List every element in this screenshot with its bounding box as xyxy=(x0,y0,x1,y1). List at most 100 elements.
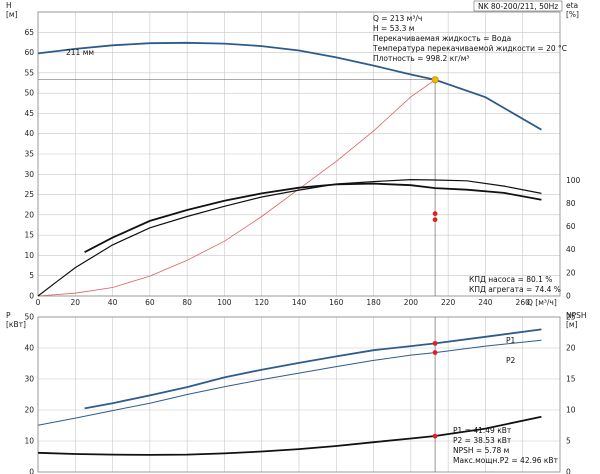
info-h: H = 53.3 м xyxy=(373,24,414,33)
top-y-right-tick-label: 0 xyxy=(566,292,571,301)
power-marker xyxy=(432,340,438,346)
title-box: NK 80-200/211, 50Hz xyxy=(473,0,563,12)
top-y-tick-label: 15 xyxy=(24,231,34,240)
top-x-tick-label: 120 xyxy=(255,298,270,307)
top-y-tick-label: 60 xyxy=(24,48,34,57)
info-p1: P1 = 41.49 кВт xyxy=(453,426,512,435)
top-x-tick-label: 0 xyxy=(36,298,41,307)
bottom-y-tick-label: 30 xyxy=(24,375,34,384)
info-eta-pump: КПД насоса = 80.1 % xyxy=(469,275,552,284)
top-x-tick-label: 200 xyxy=(404,298,419,307)
top-y-tick-label: 65 xyxy=(24,28,34,37)
info-p2: P2 = 38.53 кВт xyxy=(453,436,512,445)
top-y-right-tick-label: 100 xyxy=(566,176,581,185)
top-x-tick-label: 100 xyxy=(217,298,232,307)
top-x-tick-label: 240 xyxy=(478,298,493,307)
top-y-tick-label: 20 xyxy=(24,210,34,219)
p1-curve xyxy=(84,328,542,410)
bottom-y-right-tick-label: 15 xyxy=(566,375,576,384)
operating-info-block: Q = 213 м³/ч H = 53.3 м Перекачиваемая ж… xyxy=(372,14,567,63)
top-grid xyxy=(37,11,560,297)
top-y-tick-label: 45 xyxy=(24,109,34,118)
top-y-tick-label: 40 xyxy=(24,129,34,138)
bottom-y-right-tick-label: 5 xyxy=(566,437,571,446)
title-box-frame xyxy=(473,0,563,12)
top-y-tick-label: 10 xyxy=(24,251,34,260)
p1-series-label: P1 xyxy=(506,336,516,345)
top-y-right-tick-label: 60 xyxy=(566,222,576,231)
top-x-tick-label: 160 xyxy=(329,298,344,307)
eta-aggregate-curve xyxy=(84,182,542,253)
y-left-label-bottom-1: P xyxy=(6,311,11,320)
power-info-block: P1 = 41.49 кВт P2 = 38.53 кВт NPSH = 5.7… xyxy=(453,426,559,465)
top-y-tick-label: 55 xyxy=(24,68,34,77)
top-plot-frame xyxy=(37,11,561,297)
bottom-y-right-tick-label: 25 xyxy=(566,313,576,322)
y-left-label-top-2: [м] xyxy=(6,10,18,19)
power-marker xyxy=(432,350,438,355)
head-curve xyxy=(37,41,542,131)
top-y-right-tick-label: 40 xyxy=(566,245,576,254)
y-left-label-bottom-2: [кВт] xyxy=(6,320,26,329)
bottom-y-ticks-right: 0 5 10 15 20 25 xyxy=(566,313,576,474)
top-x-tick-label: 60 xyxy=(145,298,155,307)
y-right-label-bottom-1: NPSH xyxy=(566,311,587,320)
info-eta-aggregate: КПД агрегата = 74.4 % xyxy=(469,285,561,294)
top-y-tick-label: 50 xyxy=(24,89,34,98)
bottom-y-tick-label: 10 xyxy=(24,437,34,446)
top-y-ticks-right: 0 20 40 60 80 100 xyxy=(566,176,581,301)
top-x-tick-label: 260 xyxy=(516,298,531,307)
operating-point-marker xyxy=(431,76,439,84)
bottom-y-tick-label: 50 xyxy=(24,313,34,322)
bottom-y-tick-label: 20 xyxy=(24,406,34,415)
top-y-right-tick-label: 20 xyxy=(566,268,576,277)
bottom-y-tick-label: 40 xyxy=(24,344,34,353)
top-x-tick-label: 80 xyxy=(182,298,192,307)
efficiency-info-block: КПД насоса = 80.1 % КПД агрегата = 74.4 … xyxy=(469,275,561,294)
bottom-y-tick-label: 0 xyxy=(29,468,34,474)
efficiency-marker xyxy=(432,211,438,217)
pump-model-title: NK 80-200/211, 50Hz xyxy=(478,2,558,11)
top-x-ticks: 0 20 40 60 80 100 120 140 160 180 200 220 240 260 xyxy=(36,298,530,307)
y-right-label-top-1: eta xyxy=(566,1,578,10)
top-x-tick-label: 180 xyxy=(366,298,381,307)
top-y-tick-label: 35 xyxy=(24,150,34,159)
top-y-right-tick-label: 80 xyxy=(566,199,576,208)
p2-series-label: P2 xyxy=(506,356,516,365)
y-right-label-top-2: [%] xyxy=(566,10,579,19)
top-y-tick-label: 5 xyxy=(29,271,34,280)
head-efficiency-panel: H [м] eta [%] NK 80-200/211, 50Hz 0 5 10 15… xyxy=(6,0,581,307)
top-y-tick-label: 0 xyxy=(29,292,34,301)
bottom-y-ticks: 0 10 20 30 40 50 xyxy=(24,313,34,474)
top-x-tick-label: 140 xyxy=(292,298,307,307)
info-q: Q = 213 м³/ч xyxy=(373,14,422,23)
y-right-label-bottom-2: [м] xyxy=(566,320,578,329)
bottom-plot-frame xyxy=(37,316,561,473)
p2-curve xyxy=(37,339,542,426)
bottom-markers xyxy=(432,340,438,439)
power-marker xyxy=(432,433,438,439)
top-y-tick-label: 30 xyxy=(24,170,34,179)
top-x-tick-label: 20 xyxy=(71,298,81,307)
y-left-label-top-1: H xyxy=(6,1,12,10)
info-liquid: Перекачиваемая жидкость = Вода xyxy=(373,34,511,43)
efficiency-marker xyxy=(432,217,438,223)
x-axis-label: Q [м³/ч] xyxy=(527,298,557,307)
top-x-tick-label: 220 xyxy=(441,298,456,307)
npsh-required-curve xyxy=(37,415,542,456)
info-density: Плотность = 998.2 кг/м³ xyxy=(373,54,469,63)
top-y-ticks: 0 5 10 15 20 25 30 35 40 45 50 55 60 65 xyxy=(24,28,34,301)
info-temperature: Температура перекачиваемой жидкости = 20… xyxy=(372,44,567,53)
npsh-curve xyxy=(37,79,436,297)
info-max-power: Макс.мощн.P2 = 42.96 кВт xyxy=(453,456,559,465)
top-x-tick-label: 40 xyxy=(108,298,118,307)
impeller-diameter-label: 211 мм xyxy=(66,48,94,57)
info-npsh: NPSH = 5.78 м xyxy=(453,446,509,455)
eta-pump-curve xyxy=(37,178,542,297)
bottom-y-right-tick-label: 10 xyxy=(566,406,576,415)
top-y-tick-label: 25 xyxy=(24,190,34,199)
bottom-y-right-tick-label: 20 xyxy=(566,344,576,353)
bottom-y-right-tick-label: 0 xyxy=(566,468,571,474)
